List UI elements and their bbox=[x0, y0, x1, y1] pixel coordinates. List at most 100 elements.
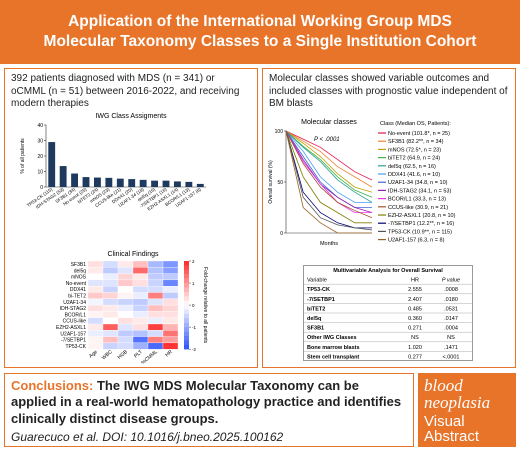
colorbar-step bbox=[184, 305, 189, 310]
colorbar-step bbox=[184, 309, 189, 315]
heat-cell bbox=[132, 304, 149, 312]
y-tick-label: 0 bbox=[40, 185, 43, 191]
km-curve bbox=[285, 130, 372, 203]
logo-line: Visual bbox=[424, 413, 465, 430]
km-curve bbox=[285, 130, 372, 234]
heat-cell bbox=[102, 311, 119, 318]
legend-label: -7/SETBP1 (12.2**, n = 16) bbox=[388, 221, 454, 227]
heat-cell bbox=[102, 267, 119, 274]
km-curve bbox=[285, 130, 373, 213]
heat-cell bbox=[117, 330, 134, 337]
km-curve bbox=[285, 130, 373, 203]
heat-cell bbox=[117, 286, 134, 293]
y-axis-label: Overall survival (%) bbox=[268, 160, 274, 204]
table-cell: Stem cell transplant bbox=[307, 354, 359, 360]
bar bbox=[105, 177, 113, 187]
heat-cell bbox=[162, 298, 179, 306]
column-label: WBC bbox=[101, 349, 114, 361]
colorbar-tick-label: -2 bbox=[192, 347, 196, 352]
colorbar-step bbox=[184, 335, 189, 341]
heat-cell bbox=[102, 273, 119, 281]
colorbar-step bbox=[184, 344, 189, 350]
table-cell: SF3B1 bbox=[307, 326, 324, 332]
row-label: DDX41 bbox=[70, 287, 86, 293]
heat-cell bbox=[162, 336, 179, 344]
heat-cell bbox=[87, 267, 104, 274]
heat-cell bbox=[117, 292, 134, 299]
heat-cell bbox=[102, 286, 119, 293]
bar bbox=[94, 177, 101, 187]
legend-label: U2AF1-157 (6.3, n = 8) bbox=[388, 238, 445, 244]
row-label: mNOS bbox=[71, 275, 87, 281]
citation: Guarecuco et al. DOI: 10.1016/j.bneo.202… bbox=[11, 429, 284, 444]
heat-cell bbox=[162, 342, 179, 350]
heat-cell bbox=[147, 304, 164, 312]
table-cell: Other IWG Classes bbox=[307, 335, 357, 341]
heat-cell bbox=[132, 267, 149, 274]
chart-title: Molecular classes bbox=[301, 119, 357, 126]
colorbar-step bbox=[184, 331, 189, 337]
heat-cell bbox=[162, 317, 179, 325]
table-cell: .0008 bbox=[444, 287, 458, 293]
table-cell: .0531 bbox=[444, 306, 458, 312]
heat-cell bbox=[102, 298, 119, 306]
heat-cell bbox=[132, 311, 149, 318]
heat-cell bbox=[87, 304, 104, 312]
heat-cell bbox=[132, 317, 149, 325]
heat-cell bbox=[87, 311, 104, 318]
legend-label: mNOS (72.5*, n = 23) bbox=[388, 147, 441, 153]
colorbar-step bbox=[184, 327, 189, 332]
heat-cell bbox=[147, 311, 164, 318]
chart-title: Clinical Findings bbox=[108, 251, 159, 258]
row-label: BCOR/L1 bbox=[65, 312, 87, 318]
legend-label: TP53-CK (10.9**, n = 115) bbox=[388, 229, 452, 235]
colorbar-step bbox=[184, 265, 189, 271]
heat-cell bbox=[162, 279, 179, 287]
table-cell: biTET2 bbox=[307, 306, 325, 312]
heat-cell bbox=[132, 260, 149, 268]
y-axis-label: % of all patients bbox=[20, 138, 26, 174]
heat-cell bbox=[102, 279, 119, 287]
heat-cell bbox=[87, 342, 104, 350]
colorbar-step bbox=[184, 296, 189, 301]
table-header: HR bbox=[411, 278, 419, 284]
row-label: TP53-CK bbox=[65, 344, 86, 350]
column-label: %CMML bbox=[140, 349, 159, 366]
colorbar-step bbox=[184, 274, 189, 279]
colorbar-step bbox=[184, 261, 189, 266]
heat-cell bbox=[102, 330, 119, 337]
left-text: 392 patients diagnosed with MDS (n = 341… bbox=[11, 73, 240, 109]
colorbar-step bbox=[184, 269, 189, 275]
table-cell: 0.271 bbox=[408, 326, 422, 332]
km-curve bbox=[285, 130, 372, 208]
heat-cell bbox=[102, 260, 119, 268]
heat-cell bbox=[147, 279, 164, 287]
bar bbox=[116, 178, 124, 187]
table-cell: 0.277 bbox=[408, 354, 422, 360]
heat-cell bbox=[117, 267, 134, 274]
legend-label: IDH-STAG2 (34.1, n = 53) bbox=[388, 188, 451, 194]
table-cell: 0.360 bbox=[408, 316, 422, 322]
heat-cell bbox=[117, 304, 134, 312]
table-header: Variable bbox=[307, 278, 327, 284]
heat-cell bbox=[162, 330, 179, 337]
colorbar-label: Fold-change relative to all patients bbox=[202, 267, 208, 344]
legend-label: BCOR/L1 (33.3, n = 13) bbox=[388, 197, 446, 203]
column-label: HR bbox=[164, 349, 174, 358]
heat-cell bbox=[132, 273, 149, 281]
legend-label: EZH2-ASXL1 (20.8, n = 10) bbox=[388, 213, 456, 219]
km-curve bbox=[285, 130, 373, 188]
heat-cell bbox=[102, 323, 119, 331]
conclusion-label: Conclusions: bbox=[11, 378, 94, 393]
logo-line: Abstract bbox=[424, 428, 480, 445]
row-label: -7/SETBP1 bbox=[61, 338, 86, 344]
km-curve bbox=[285, 130, 373, 231]
y-tick-label: 30 bbox=[37, 139, 43, 145]
legend-title: Class (Median OS, Patients): bbox=[380, 121, 451, 127]
colorbar-step bbox=[184, 283, 189, 288]
colorbar-step bbox=[184, 318, 189, 323]
heat-cell bbox=[102, 342, 119, 350]
table-cell: del5q bbox=[307, 316, 321, 322]
km-curve bbox=[285, 130, 373, 219]
legend-label: DDX41 (41.6, n = 10) bbox=[388, 172, 440, 178]
